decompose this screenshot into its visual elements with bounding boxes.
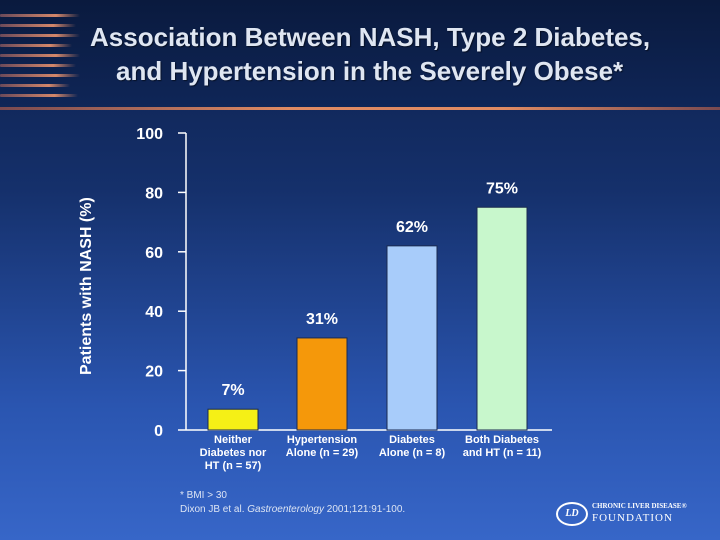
header-divider	[0, 107, 720, 110]
bar	[386, 245, 438, 431]
footnote-bmi: * BMI > 30	[180, 490, 227, 501]
bar	[296, 337, 348, 431]
title-line-1: Association Between NASH, Type 2 Diabete…	[90, 22, 651, 52]
y-tick-label: 40	[145, 304, 163, 321]
footnote-citation: Dixon JB et al. Gastroenterology 2001;12…	[180, 504, 406, 515]
logo-text-top: CHRONIC LIVER DISEASE®	[592, 502, 687, 510]
x-category-label: Neither Diabetes nor HT (n = 57)	[199, 434, 267, 472]
liver-logo-icon: LD	[556, 502, 588, 526]
y-tick-label: 0	[154, 423, 163, 440]
bar	[207, 408, 259, 431]
bar-data-label: 75%	[486, 180, 518, 197]
y-tick-label: 100	[136, 126, 163, 143]
slide-title: Association Between NASH, Type 2 Diabete…	[90, 20, 710, 88]
y-tick-label: 80	[145, 185, 163, 202]
y-tick-label: 60	[145, 245, 163, 262]
y-axis-label: Patients with NASH (%)	[78, 197, 95, 375]
bar-data-label: 7%	[221, 382, 244, 399]
x-category-label: Both Diabetes and HT (n = 11)	[462, 434, 542, 459]
footnote: * BMI > 30 Dixon JB et al. Gastroenterol…	[180, 489, 405, 517]
x-category-label: Hypertension Alone (n = 29)	[285, 434, 359, 459]
foundation-logo: LD CHRONIC LIVER DISEASE® FOUNDATION	[556, 498, 706, 528]
bar-data-label: 31%	[306, 311, 338, 328]
nash-bar-chart: 0 20 40 60 80 100 7% 31% 62% 75%	[136, 126, 552, 440]
logo-text-bottom: FOUNDATION	[592, 512, 673, 524]
title-line-2: and Hypertension in the Severely Obese*	[116, 56, 624, 86]
slide-header: Association Between NASH, Type 2 Diabete…	[0, 0, 720, 110]
bar-data-label: 62%	[396, 219, 428, 236]
y-tick-label: 20	[145, 364, 163, 381]
bar	[476, 206, 528, 431]
x-category-label: Diabetes Alone (n = 8)	[378, 434, 446, 459]
decorative-stripes	[0, 14, 80, 104]
